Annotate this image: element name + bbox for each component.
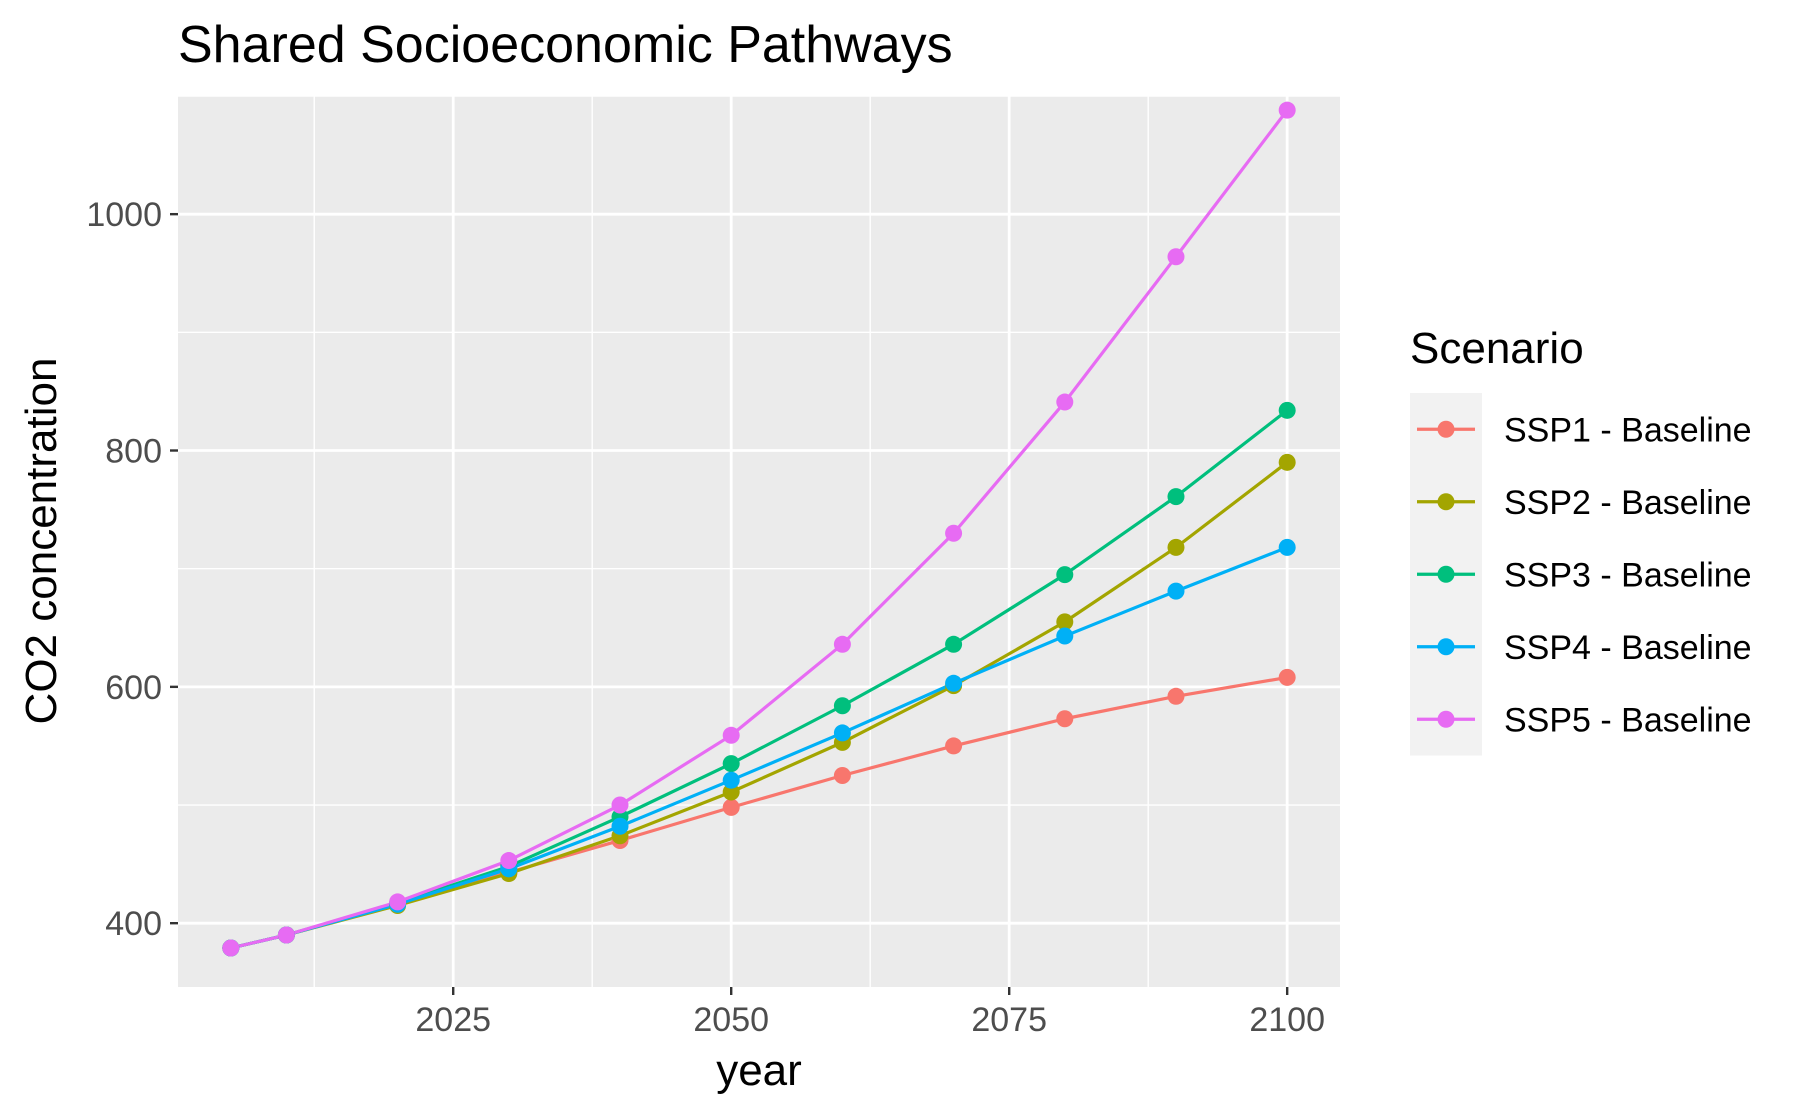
data-point-ssp4 (1278, 538, 1296, 556)
data-point-ssp5 (833, 635, 851, 653)
data-point-ssp1 (833, 766, 851, 784)
data-point-ssp3 (945, 635, 963, 653)
data-point-ssp5 (722, 726, 740, 744)
data-point-ssp5 (611, 796, 629, 814)
data-point-ssp5 (1278, 101, 1296, 119)
legend-title: Scenario (1410, 324, 1584, 373)
x-tick-label: 2075 (971, 1001, 1047, 1039)
data-point-ssp1 (722, 798, 740, 816)
y-axis-title: CO2 concentration (17, 358, 66, 725)
legend-items: SSP1 - Baseline SSP2 - Baseline SSP3 - Bas… (1410, 393, 1752, 756)
legend-key-point (1437, 420, 1455, 438)
grid-major (178, 96, 1340, 987)
data-point-ssp4 (833, 724, 851, 742)
legend-label: SSP5 - Baseline (1504, 701, 1752, 739)
legend-key-point (1437, 493, 1455, 511)
data-point-ssp5 (389, 893, 407, 911)
x-axis-title: year (716, 1046, 802, 1095)
y-axis: 400 600 800 1000 (86, 196, 178, 943)
data-point-ssp2 (1056, 613, 1074, 631)
legend-key-point (1437, 638, 1455, 656)
x-tick-label: 2025 (415, 1001, 491, 1039)
data-point-ssp3 (722, 755, 740, 773)
data-point-ssp4 (1167, 582, 1185, 600)
legend-label: SSP4 - Baseline (1504, 629, 1752, 667)
legend-label: SSP3 - Baseline (1504, 556, 1752, 594)
data-point-ssp1 (945, 737, 963, 755)
plot-panel (178, 96, 1340, 987)
data-point-ssp2 (722, 783, 740, 801)
data-point-ssp4 (1056, 627, 1074, 645)
series-points (222, 101, 1296, 957)
data-point-ssp2 (1278, 453, 1296, 471)
data-point-ssp5 (222, 939, 240, 957)
y-tick-label: 800 (105, 433, 162, 471)
data-point-ssp5 (1056, 393, 1074, 411)
x-axis: 2025 2050 2075 2100 (415, 987, 1325, 1039)
y-tick-label: 1000 (86, 196, 162, 234)
data-point-ssp5 (1167, 248, 1185, 266)
x-tick-label: 2100 (1249, 1001, 1325, 1039)
legend-key-point (1437, 710, 1455, 728)
legend-key-point (1437, 565, 1455, 583)
data-point-ssp1 (1056, 710, 1074, 728)
data-point-ssp3 (1056, 566, 1074, 584)
chart-title: Shared Socioeconomic Pathways (178, 16, 953, 74)
y-tick-label: 600 (105, 669, 162, 707)
data-point-ssp1 (1278, 668, 1296, 686)
data-point-ssp5 (500, 852, 518, 870)
legend-label: SSP2 - Baseline (1504, 484, 1752, 522)
data-point-ssp3 (1278, 401, 1296, 419)
data-point-ssp2 (1167, 538, 1185, 556)
data-point-ssp4 (722, 771, 740, 789)
grid-minor (178, 95, 1340, 987)
data-point-ssp1 (1167, 687, 1185, 705)
data-point-ssp4 (945, 674, 963, 692)
data-point-ssp5 (277, 926, 295, 944)
data-point-ssp4 (611, 817, 629, 835)
data-point-ssp5 (945, 524, 963, 542)
x-tick-label: 2050 (693, 1001, 769, 1039)
data-point-ssp3 (833, 697, 851, 715)
y-tick-label: 400 (105, 905, 162, 943)
data-point-ssp3 (1167, 488, 1185, 506)
legend-label: SSP1 - Baseline (1504, 411, 1752, 449)
